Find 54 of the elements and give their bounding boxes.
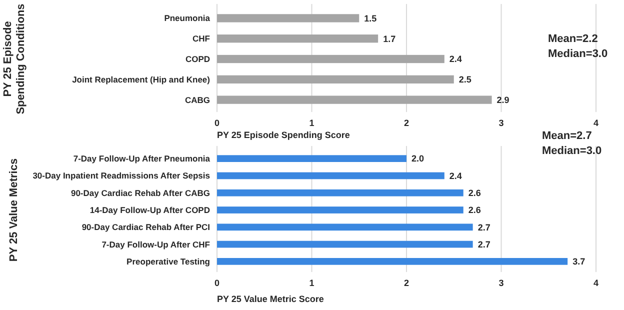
text: Mean=2.7 — [542, 130, 592, 142]
bar — [217, 54, 444, 64]
bar — [217, 189, 464, 196]
y-tick-label: 90-Day Cardiac Rehab After PCI — [82, 222, 210, 232]
bar — [217, 224, 473, 231]
bar — [217, 96, 492, 104]
y-tick-label: 7-Day Follow-Up After CHF — [102, 239, 210, 250]
x-tick-label: 2 — [404, 278, 410, 288]
y-tick-label: COPD — [185, 54, 210, 64]
y-tick-label: 7-Day Follow-Up After Pneumonia — [73, 154, 210, 164]
y-axis-title: PY 25 Value Metrics — [8, 158, 20, 262]
x-axis-title: PY 25 Episode Spending Score — [217, 130, 350, 140]
data-label: 2.9 — [496, 94, 510, 105]
y-axis-title: PY 25 Episode Spending Conditions — [2, 4, 27, 114]
y-tick-label: 90-Day Cardiac Rehab After CABG — [70, 188, 210, 198]
bar — [217, 206, 464, 214]
data-label: 2.5 — [458, 74, 472, 85]
data-label: 1.5 — [364, 13, 377, 24]
data-label: 2.6 — [468, 188, 481, 198]
x-tick-label: 3 — [498, 278, 504, 288]
bar — [217, 155, 406, 162]
y-tick-label: 14-Day Follow-Up After COPD — [90, 204, 210, 215]
x-tick-label: 1 — [309, 278, 314, 288]
data-label: 2.7 — [478, 239, 490, 250]
bar — [217, 14, 360, 22]
y-tick-label: 30-Day Inpatient Readmissions After Sepsis — [32, 170, 210, 181]
data-label: 2.0 — [412, 154, 424, 164]
y-tick-label: CHF — [192, 34, 210, 44]
y-tick-label: Joint Replacement (Hip and Knee) — [72, 74, 210, 84]
x-tick-label: 4 — [593, 278, 599, 288]
data-label: 2.6 — [468, 205, 481, 216]
annotation: Median=3.0 — [548, 48, 608, 60]
data-label: 1.7 — [383, 34, 396, 44]
bar — [217, 34, 378, 43]
annotation: Median=3.0 — [542, 145, 602, 157]
x-tick-label: 0 — [214, 278, 220, 288]
x-tick-label: 4 — [593, 118, 599, 128]
data-label: 3.7 — [572, 256, 586, 267]
data-label: 2.7 — [478, 222, 490, 232]
bar — [217, 172, 444, 180]
x-axis-title: PY 25 Value Metric Score — [217, 294, 324, 304]
data-label: 2.4 — [449, 170, 462, 181]
x-tick-label: 3 — [498, 118, 504, 128]
bar — [217, 75, 454, 84]
bar — [217, 240, 473, 248]
x-tick-label: 1 — [309, 118, 314, 128]
y-tick-label: Pneumonia — [164, 13, 210, 24]
data-label: 2.4 — [449, 54, 462, 64]
annotation: Mean=2.2 — [548, 33, 598, 45]
y-tick-label: CABG — [184, 94, 210, 105]
y-tick-label: Preoperative Testing — [126, 256, 210, 266]
x-tick-label: 0 — [214, 118, 220, 128]
x-tick-label: 2 — [404, 118, 410, 128]
bar — [217, 258, 568, 265]
